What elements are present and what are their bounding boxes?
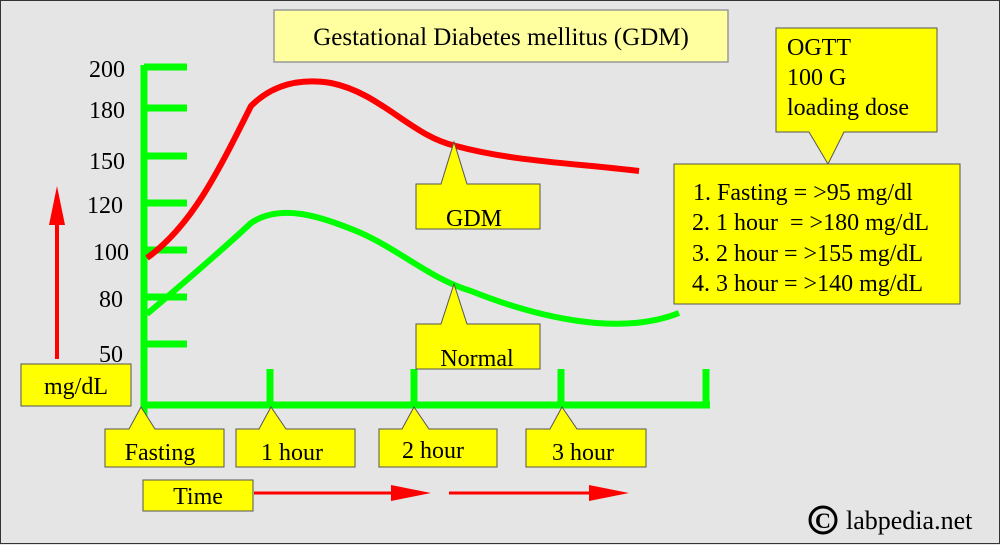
x-axis <box>141 369 710 409</box>
ogtt-line: OGTT <box>787 35 851 61</box>
y-tick-label: 200 <box>89 57 125 83</box>
y-tick-label: 180 <box>89 98 125 124</box>
unit-label: mg/dL <box>44 374 108 400</box>
copyright-icon <box>808 505 838 535</box>
criteria-line: 4. 3 hour = >140 mg/dL <box>692 271 923 297</box>
criteria-line: 2. 1 hour = >180 mg/dL <box>692 210 929 236</box>
ogtt-line: 100 G <box>787 65 846 91</box>
ogtt-callout: OGTT 100 G loading dose <box>775 27 938 166</box>
x-callout-1-hour: 1 hour <box>235 406 356 468</box>
y-tick-label: 100 <box>93 240 129 266</box>
unit-box: mg/dL <box>20 363 132 407</box>
y-tick-label: 120 <box>87 193 123 219</box>
svg-text:C: C <box>815 508 831 533</box>
gdm-callout: GDM <box>415 140 541 232</box>
criteria-line: 3. 2 hour = >155 mg/dL <box>692 241 923 267</box>
time-box: Time <box>142 479 254 512</box>
time-arrow <box>254 485 629 501</box>
x-callout-3-hour: 3 hour <box>525 406 647 468</box>
y-axis <box>140 63 187 422</box>
gdm-label: GDM <box>446 206 502 232</box>
copyright: C labpedia.net <box>808 505 973 535</box>
normal-curve <box>145 209 681 327</box>
criteria-box: 1. Fasting = >95 mg/dl 2. 1 hour = >180 … <box>673 163 961 305</box>
x-tick-label: 2 hour <box>402 438 464 464</box>
x-tick-label: 3 hour <box>552 440 614 466</box>
title: Gestational Diabetes mellitus (GDM) <box>313 24 689 51</box>
y-tick-label: 150 <box>89 149 125 175</box>
x-tick-label: Fasting <box>125 440 196 466</box>
x-tick-label: 1 hour <box>261 440 323 466</box>
y-tick-label: 80 <box>99 287 123 313</box>
time-label: Time <box>173 484 223 510</box>
x-callout-fasting: Fasting <box>104 406 225 468</box>
x-callout-2-hour: 2 hour <box>378 406 498 468</box>
copyright-text: labpedia.net <box>846 506 973 535</box>
normal-label: Normal <box>440 346 514 372</box>
y-tick-labels: 200 180 150 120 100 80 50 <box>87 57 129 368</box>
normal-callout: Normal <box>415 282 541 372</box>
y-arrow <box>49 186 65 359</box>
ogtt-line: loading dose <box>787 95 909 121</box>
criteria-line: 1. Fasting = >95 mg/dl <box>693 180 913 206</box>
title-box: Gestational Diabetes mellitus (GDM) <box>273 9 729 63</box>
gdm-curve <box>145 78 640 261</box>
